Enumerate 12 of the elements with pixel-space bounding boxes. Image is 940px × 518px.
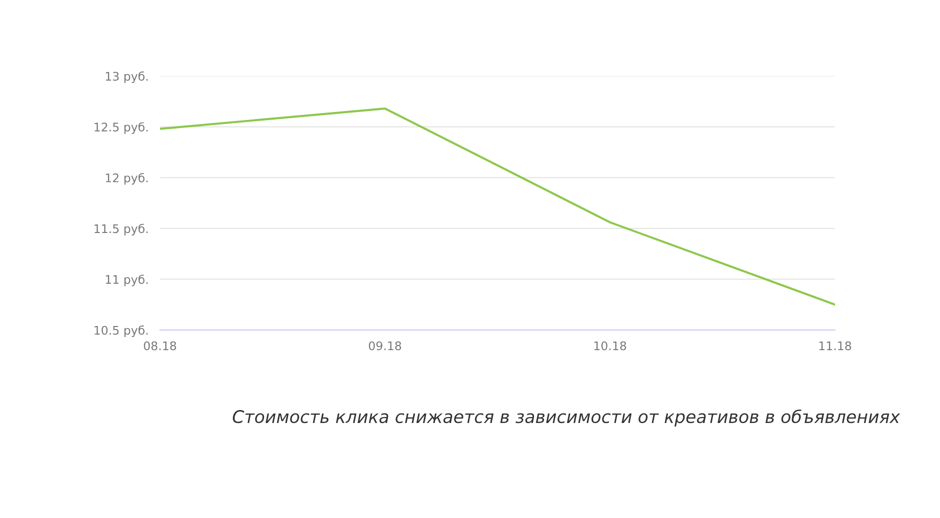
y-tick-label: 10.5 руб. [94,325,148,338]
x-tick-label: 11.18 [819,341,852,350]
y-tick-label: 11 руб. [106,274,148,286]
x-tick-label: 09.18 [368,341,402,350]
y-tick-label: 12.5 руб. [94,122,148,134]
line-series [160,107,835,306]
y-tick-label: 11.5 руб. [94,224,148,236]
y-tick-label: 12 руб. [106,173,148,185]
x-tick-label: 08.18 [144,341,176,350]
y-tick-label: 13 руб. [106,71,148,84]
text: Стоимость клика снижается в зависимости от креативов в объявлениях [232,409,900,427]
x-tick-label: 10.18 [594,341,626,350]
